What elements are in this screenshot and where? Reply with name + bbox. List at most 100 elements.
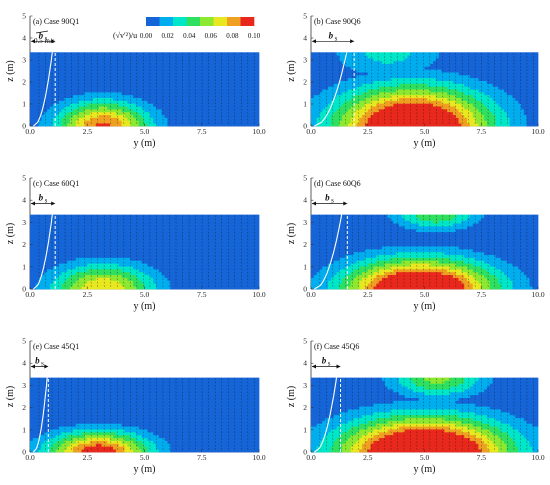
y-tick-label: 4 — [22, 359, 26, 368]
y-tick-label: 2 — [22, 403, 26, 412]
y-tick-label: 4 — [303, 34, 307, 43]
panel-title: (f) Case 45Q6 — [314, 342, 359, 351]
y-axis-label: z (m) — [5, 60, 16, 81]
x-tick-label: 10.0 — [252, 453, 265, 462]
y-tick-label: 2 — [303, 78, 307, 87]
y-tick-label: 0 — [22, 285, 26, 294]
y-tick-label: 2 — [303, 240, 307, 249]
y-tick-label: 5 — [22, 337, 26, 346]
x-tick-label: 2.5 — [363, 127, 373, 136]
x-tick-label: 2.5 — [363, 290, 373, 299]
y-tick-label: 1 — [22, 425, 26, 434]
y-axis-label: z (m) — [286, 60, 297, 81]
bs-label: b — [329, 30, 334, 40]
bs-label: b — [35, 356, 40, 366]
x-tick-label: 0.0 — [306, 453, 316, 462]
y-tick-label: 3 — [303, 218, 307, 227]
velocity-vectors — [38, 52, 255, 124]
velocity-vectors — [38, 215, 255, 287]
y-tick-label: 0 — [22, 122, 26, 131]
x-axis-label: y (m) — [134, 138, 156, 149]
x-tick-label: 5.0 — [140, 290, 150, 299]
heatmap — [311, 377, 539, 453]
heatmap — [30, 52, 260, 127]
y-tick-label: 3 — [303, 381, 307, 390]
x-tick-label: 2.5 — [83, 290, 93, 299]
x-tick-label: 7.5 — [477, 127, 487, 136]
x-tick-label: 5.0 — [420, 453, 430, 462]
panel: 0.0 2.5 5.0 7.5 10.0 0 1 2 3 4 5 y (m) z (m) (e) Case… — [5, 337, 266, 476]
x-tick-label: 2.5 — [83, 453, 93, 462]
y-tick-label: 1 — [303, 425, 307, 434]
y-tick-label: 0 — [303, 285, 307, 294]
x-tick-label: 10.0 — [531, 290, 544, 299]
x-tick-label: 7.5 — [477, 453, 487, 462]
colorbar-swatch — [173, 17, 187, 26]
heatmap — [30, 377, 260, 453]
colorbar-swatch — [200, 17, 214, 26]
x-tick-label: 5.0 — [140, 127, 150, 136]
x-tick-label: 0.0 — [306, 127, 316, 136]
colorbar-swatch — [159, 17, 174, 26]
colorbar: (√v′²)/u 0.00 0.02 0.04 0.06 0.08 0.10 — [113, 17, 261, 40]
x-tick-label: 10.0 — [531, 127, 544, 136]
heatmap — [311, 52, 539, 127]
y-tick-label: 5 — [303, 174, 307, 183]
y-tick-label: 4 — [22, 196, 26, 205]
x-tick-label: 7.5 — [197, 290, 207, 299]
colorbar-label: (√v′²)/u — [113, 31, 137, 40]
panel: 0.0 2.5 5.0 7.5 10.0 0 1 2 3 4 5 y (m) z (m) (a) Case… — [5, 12, 266, 150]
panel: 0.0 2.5 5.0 7.5 10.0 0 1 2 3 4 5 y (m) z (m) (c) Case… — [5, 174, 266, 313]
panel-title: (d) Case 60Q6 — [314, 179, 361, 188]
y-tick-label: 4 — [303, 196, 307, 205]
x-axis-label: y (m) — [134, 301, 156, 312]
y-tick-label: 1 — [22, 100, 26, 109]
bs-label: b — [39, 30, 44, 40]
y-tick-label: 2 — [22, 240, 26, 249]
velocity-vectors — [319, 378, 534, 450]
x-tick-label: 2.5 — [83, 127, 93, 136]
colorbar-swatch — [213, 17, 228, 26]
y-tick-label: 3 — [22, 56, 26, 65]
y-tick-label: 5 — [303, 12, 307, 21]
x-tick-label: 2.5 — [363, 453, 373, 462]
colorbar-swatch — [240, 17, 255, 26]
x-tick-label: 0.0 — [25, 127, 35, 136]
panel: 0.0 2.5 5.0 7.5 10.0 0 1 2 3 4 5 y (m) z (m) (d) Case… — [286, 174, 545, 313]
x-tick-label: 0.0 — [25, 453, 35, 462]
y-tick-label: 5 — [303, 337, 307, 346]
heatmap — [311, 214, 539, 290]
bs-subscript: s — [335, 34, 338, 42]
y-tick-label: 0 — [22, 448, 26, 457]
y-axis-label: z (m) — [286, 386, 297, 407]
y-tick-label: 1 — [22, 262, 26, 271]
bs-label: b — [325, 193, 330, 203]
x-axis-label: y (m) — [134, 464, 156, 475]
bs-label: b — [39, 193, 44, 203]
panel: 0.0 2.5 5.0 7.5 10.0 0 1 2 3 4 5 y (m) z (m) (f) Case… — [286, 337, 545, 476]
colorbar-tick-label: 0.02 — [161, 32, 174, 40]
bs-subscript: s — [41, 360, 44, 368]
y-tick-label: 0 — [303, 122, 307, 131]
x-tick-label: 7.5 — [197, 453, 207, 462]
y-axis-label: z (m) — [286, 223, 297, 244]
colorbar-swatch — [186, 17, 201, 26]
panel: 0.0 2.5 5.0 7.5 10.0 0 1 2 3 4 5 y (m) z (m) (b) Case… — [286, 12, 545, 150]
colorbar-swatch — [146, 17, 160, 26]
y-tick-label: 2 — [303, 403, 307, 412]
y-tick-label: 4 — [303, 359, 307, 368]
x-tick-label: 7.5 — [197, 127, 207, 136]
bs-subscript: s — [331, 197, 334, 205]
x-tick-label: 10.0 — [531, 453, 544, 462]
x-tick-label: 0.0 — [25, 290, 35, 299]
colorbar-tick-label: 0.04 — [183, 32, 196, 40]
y-tick-label: 3 — [303, 56, 307, 65]
x-tick-label: 5.0 — [420, 290, 430, 299]
y-tick-label: 0 — [303, 448, 307, 457]
colorbar-tick-label: 0.08 — [226, 32, 239, 40]
velocity-vectors — [319, 215, 534, 287]
colorbar-swatch — [227, 17, 241, 26]
x-tick-label: 10.0 — [252, 127, 265, 136]
bs-subscript: s — [45, 197, 48, 205]
